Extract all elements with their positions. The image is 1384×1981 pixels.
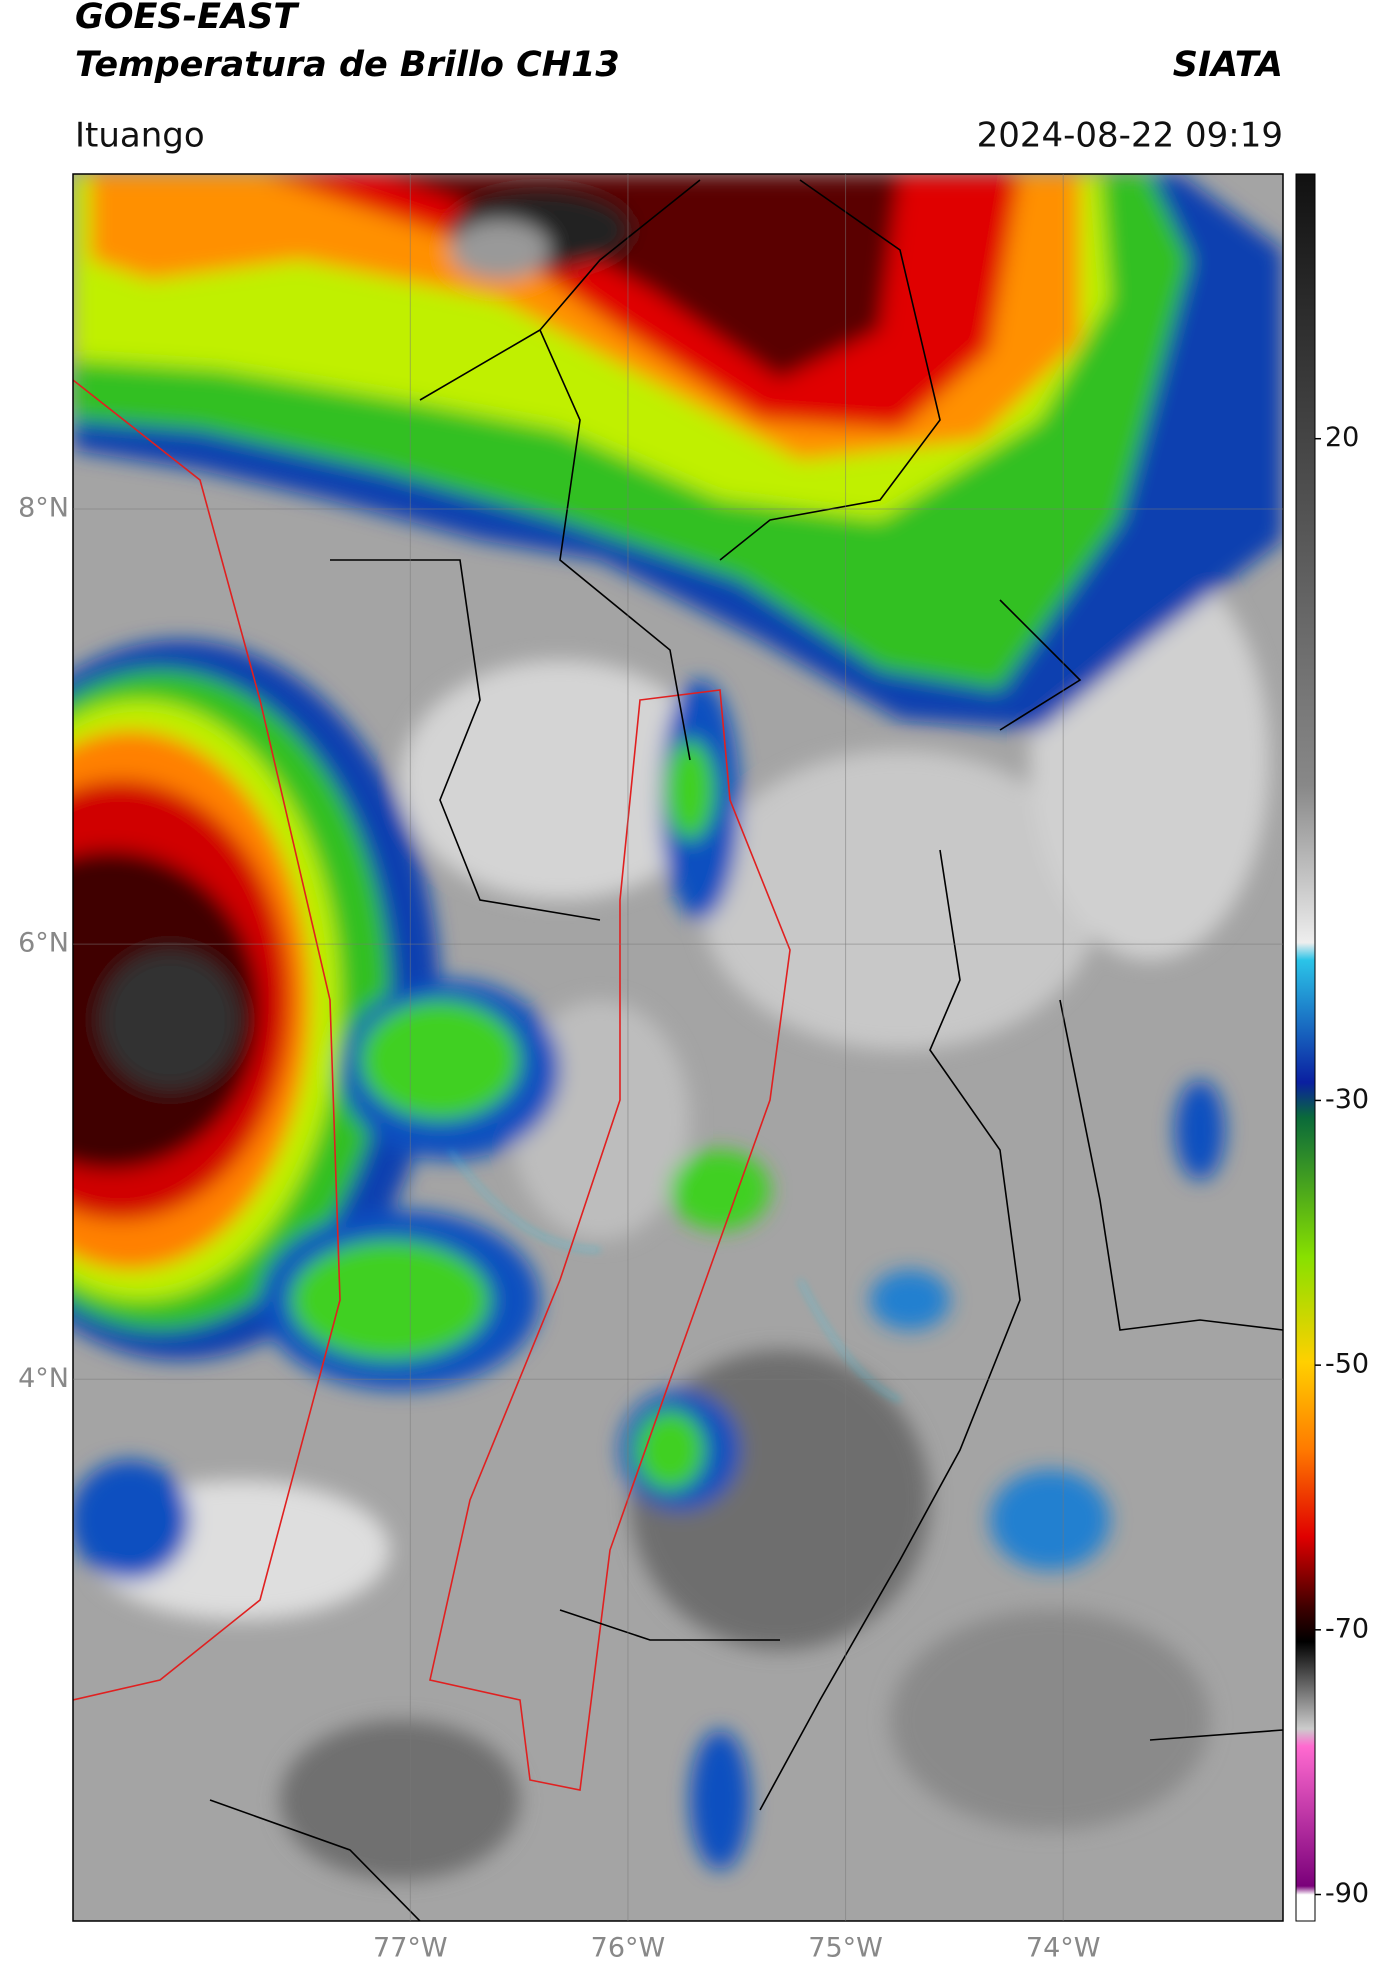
x-tick-label: 76°W [591,1933,666,1964]
satellite-image [73,174,1283,1921]
colorbar-tick-label: -50 [1325,1349,1369,1380]
colorbar-tick-label: -70 [1325,1613,1369,1644]
x-tick-label: 74°W [1026,1933,1101,1964]
colorbar-tick-label: -90 [1325,1878,1369,1909]
satellite-title: GOES-EAST [75,0,300,37]
x-tick-label: 77°W [373,1933,448,1964]
product-title: Temperatura de Brillo CH13 [75,45,620,85]
colorbar [1295,173,1316,1922]
datetime: 2024-08-22 09:19 [977,116,1283,156]
y-tick-label: 8°N [18,493,69,524]
location: Ituango [75,116,205,156]
map-frame [72,173,1284,1922]
y-tick-label: 4°N [18,1363,69,1394]
x-tick-label: 75°W [808,1933,883,1964]
org-name: SIATA [1173,45,1283,85]
y-tick-label: 6°N [18,928,69,959]
colorbar-tick-label: 20 [1325,422,1359,453]
colorbar-tick-label: -30 [1325,1084,1369,1115]
